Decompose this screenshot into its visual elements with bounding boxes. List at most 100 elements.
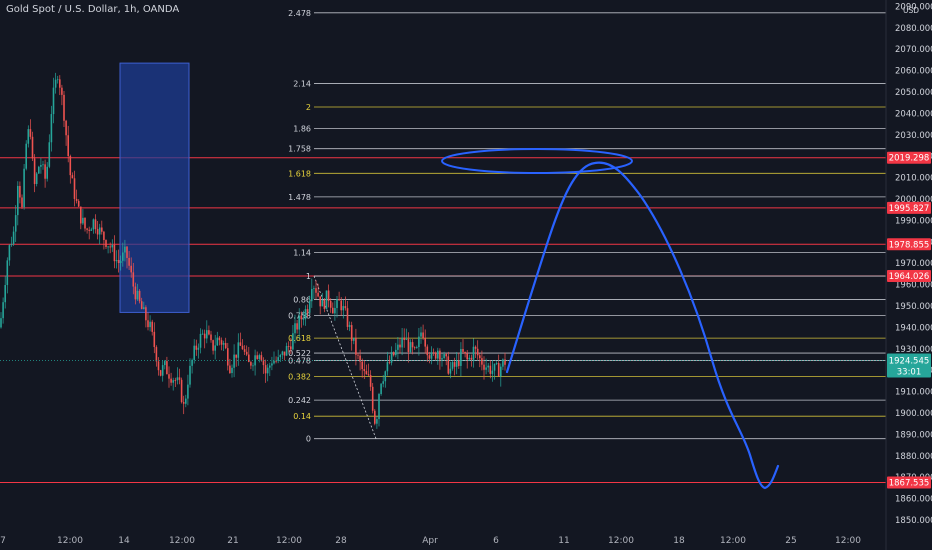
candle-body [256, 355, 258, 359]
time-tick-label: 12:00 [169, 536, 195, 546]
price-tick-label: 1900.000 [895, 409, 932, 419]
candle-body [208, 330, 210, 335]
candle-body [306, 309, 309, 313]
time-tick-label: 12:00 [608, 536, 634, 546]
fibonacci-layer: 2.6182.4782.1421.861.7581.6181.4781.1410… [288, 9, 886, 444]
price-tag[interactable] [887, 238, 931, 251]
candle-body [458, 360, 460, 366]
candle-body [50, 114, 53, 143]
time-tick-label: 12:00 [720, 536, 746, 546]
candle-body [170, 378, 172, 383]
candle-body [334, 308, 336, 314]
price-tick-label: 1850.000 [895, 516, 932, 526]
candle-body [48, 142, 51, 167]
candle-body [119, 260, 122, 264]
candle-body [61, 87, 63, 95]
time-tick-label: 14 [118, 536, 130, 546]
candle-body [348, 325, 351, 327]
price-tag[interactable] [887, 476, 931, 489]
candle-body [193, 345, 195, 360]
candle-body [138, 290, 141, 302]
candle-body [159, 370, 162, 376]
projection-curve[interactable] [505, 161, 780, 490]
candle-body [14, 215, 17, 232]
candle-body [271, 363, 273, 366]
candle-body [311, 289, 313, 302]
candle-body [195, 345, 198, 350]
candle-body [19, 185, 21, 198]
candle-body [279, 354, 282, 358]
candle-body [35, 173, 38, 184]
candle-body [258, 355, 261, 359]
fib-level-label: 2.478 [288, 9, 311, 18]
time-tick-label: 7 [0, 536, 6, 546]
time-axis[interactable]: 7 12:00 14 12:00 21 12:00 28 Apr 6 11 12:00 18 12:00… [0, 536, 861, 546]
candle-body [470, 357, 473, 360]
candle-body [187, 384, 189, 399]
price-tag[interactable] [887, 269, 931, 282]
candle-body [69, 155, 72, 176]
candle-body [275, 360, 277, 362]
time-tick-label: 25 [785, 536, 796, 546]
current-price-tag[interactable] [887, 353, 931, 378]
candle-body [451, 362, 454, 369]
candle-body [493, 363, 496, 371]
fib-trend-line[interactable] [313, 275, 377, 439]
fib-level-label: 0.242 [288, 396, 311, 405]
candle-body [422, 332, 424, 339]
candle-body [109, 246, 111, 248]
candle-body [117, 260, 120, 264]
candle-body [115, 260, 118, 262]
candle-body [227, 348, 229, 366]
candle-body [65, 120, 67, 136]
candle-body [313, 288, 315, 290]
candle-body [17, 185, 19, 216]
time-tick-label: 12:00 [57, 536, 83, 546]
candle-body [176, 377, 179, 381]
candle-body [353, 337, 355, 341]
candle-body [199, 333, 202, 348]
fib-level-label: 0.14 [293, 412, 311, 421]
candle-body [292, 333, 294, 350]
candle-body [380, 383, 382, 394]
candle-body [157, 361, 160, 371]
candle-body [23, 168, 25, 208]
candle-body [363, 369, 366, 372]
candle-body [128, 257, 130, 266]
candle-body [321, 299, 324, 307]
time-tick-label: Apr [422, 536, 438, 546]
price-tick-label: 1890.000 [895, 430, 932, 440]
candle-body [359, 355, 361, 362]
candle-body [122, 252, 124, 261]
candle-body [325, 290, 328, 309]
candle-body [220, 340, 223, 345]
price-tick-label: 2030.000 [895, 131, 932, 141]
candle-body [31, 136, 34, 159]
candle-body [332, 307, 334, 314]
price-tag[interactable] [887, 151, 931, 164]
symbol-title[interactable]: Gold Spot / U.S. Dollar, 1h, OANDA [6, 4, 180, 15]
price-tag[interactable] [887, 201, 931, 214]
candle-body [504, 359, 506, 365]
candle-body [489, 365, 492, 374]
fib-level-label: 1.14 [293, 249, 311, 258]
candle-body [437, 350, 439, 359]
candle-body [449, 368, 452, 374]
candle-body [46, 166, 48, 179]
candle-body [355, 337, 357, 355]
highlight-ellipse[interactable] [441, 148, 633, 174]
candle-body [44, 164, 46, 179]
candle-body [63, 94, 65, 121]
candle-body [52, 87, 55, 115]
candle-body [98, 227, 101, 235]
candle-body [315, 288, 317, 293]
candle-body [487, 365, 489, 368]
currency-label[interactable]: USD [903, 6, 920, 15]
fib-level-label: 0 [306, 435, 311, 444]
fib-level-label: 1 [306, 272, 311, 281]
candle-body [239, 342, 242, 346]
candle-body [27, 129, 30, 144]
candle-body [12, 231, 15, 244]
highlight-zone[interactable] [119, 62, 190, 313]
